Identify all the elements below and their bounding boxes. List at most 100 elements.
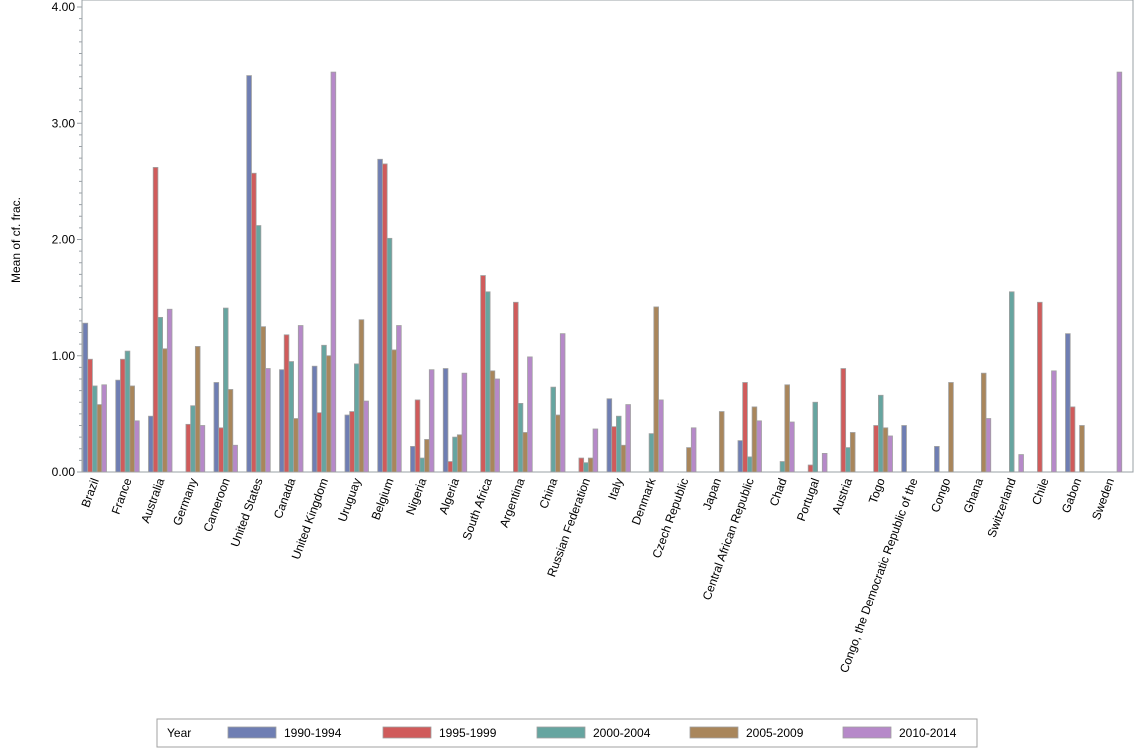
bar — [396, 325, 402, 473]
bar — [115, 379, 121, 473]
x-tick-label: Congo — [928, 476, 953, 514]
x-tick-label: Denmark — [629, 475, 659, 526]
bar — [747, 456, 753, 473]
bar — [625, 404, 631, 473]
legend: Year 1990-1994 1995-1999 2000-2004 2005-200… — [156, 718, 978, 748]
bar — [82, 322, 89, 473]
bar — [461, 372, 468, 473]
bar — [349, 411, 355, 473]
bar — [517, 403, 524, 473]
x-tick-label: Italy — [605, 476, 626, 501]
x-tick-label: United States — [228, 476, 266, 548]
bar — [1069, 406, 1076, 473]
bar — [606, 398, 613, 473]
bar — [578, 457, 585, 473]
bar — [190, 405, 196, 473]
bar — [442, 368, 449, 473]
bar — [550, 386, 557, 473]
legend-swatch — [227, 726, 277, 739]
x-tick-label: Chile — [1029, 476, 1052, 507]
bar — [789, 421, 795, 473]
bar — [232, 444, 238, 473]
bar — [779, 461, 786, 473]
bar — [148, 415, 154, 473]
bar — [424, 439, 430, 473]
bar — [222, 307, 229, 473]
bar — [419, 457, 425, 473]
bar — [162, 348, 168, 473]
bar — [96, 404, 103, 473]
bar — [784, 384, 790, 473]
bar — [742, 382, 748, 473]
bar — [648, 433, 655, 473]
x-tick-label: France — [109, 476, 135, 516]
bar — [484, 291, 491, 473]
bar — [316, 412, 323, 473]
bar — [1037, 301, 1043, 473]
bar — [414, 399, 421, 473]
bar — [353, 363, 360, 473]
bar — [1116, 71, 1123, 473]
bar — [363, 400, 369, 473]
x-axis-labels: Brazil France Australia Germany CameroonUnit… — [78, 475, 1117, 674]
x-tick-label: Sweden — [1089, 476, 1117, 522]
bar — [812, 401, 819, 473]
bar — [948, 382, 954, 473]
legend-entry-label: 2000-2004 — [593, 726, 651, 740]
bar — [583, 462, 589, 473]
bar — [849, 432, 856, 473]
bar — [260, 326, 266, 473]
bar — [382, 163, 388, 473]
bar — [377, 158, 383, 473]
bar — [251, 172, 257, 473]
legend-entry-label: 2005-2009 — [746, 726, 804, 740]
bar — [1018, 454, 1024, 473]
bar — [129, 385, 135, 473]
x-tick-label: South Africa — [460, 476, 495, 542]
bar — [293, 418, 299, 473]
bar — [658, 399, 664, 473]
bar — [494, 378, 500, 473]
bar — [653, 306, 659, 473]
x-tick-label: Argentina — [497, 476, 528, 529]
bar — [807, 464, 814, 473]
bar — [513, 301, 519, 473]
x-tick-label: Australia — [138, 476, 167, 525]
bar — [1079, 425, 1085, 473]
y-tick-label: 4.00 — [52, 0, 76, 14]
x-tick-label: Austria — [829, 476, 855, 516]
bar — [246, 75, 252, 473]
bar — [934, 446, 940, 473]
bar — [311, 365, 318, 473]
bar — [134, 420, 140, 473]
bar — [882, 427, 889, 473]
y-tick-label: 3.00 — [52, 116, 76, 130]
bar — [265, 368, 271, 473]
bar — [489, 370, 496, 473]
bar — [873, 425, 879, 473]
bar — [386, 237, 393, 473]
legend-entry-label: 1995-1999 — [439, 726, 497, 740]
bar — [616, 415, 622, 473]
bar — [391, 349, 397, 473]
legend-swatch — [536, 726, 586, 739]
bar — [92, 385, 98, 473]
bar — [587, 457, 594, 473]
bar — [87, 358, 93, 473]
bar — [1009, 291, 1015, 473]
x-tick-label: Togo — [866, 476, 888, 506]
x-tick-label: Uruguay — [335, 476, 364, 523]
x-tick-label: Switzerland — [984, 476, 1018, 539]
bar — [522, 432, 528, 473]
legend-entry-label: 2010-2014 — [899, 726, 957, 740]
bar — [297, 325, 304, 473]
legend-swatch — [382, 726, 432, 739]
bar — [559, 333, 566, 473]
y-tick-label: 2.00 — [52, 233, 76, 247]
x-tick-label: Algeria — [436, 476, 462, 516]
bar — [194, 346, 201, 473]
bar — [751, 406, 758, 473]
bar — [288, 361, 294, 473]
bar — [690, 427, 697, 473]
bar — [878, 394, 884, 473]
